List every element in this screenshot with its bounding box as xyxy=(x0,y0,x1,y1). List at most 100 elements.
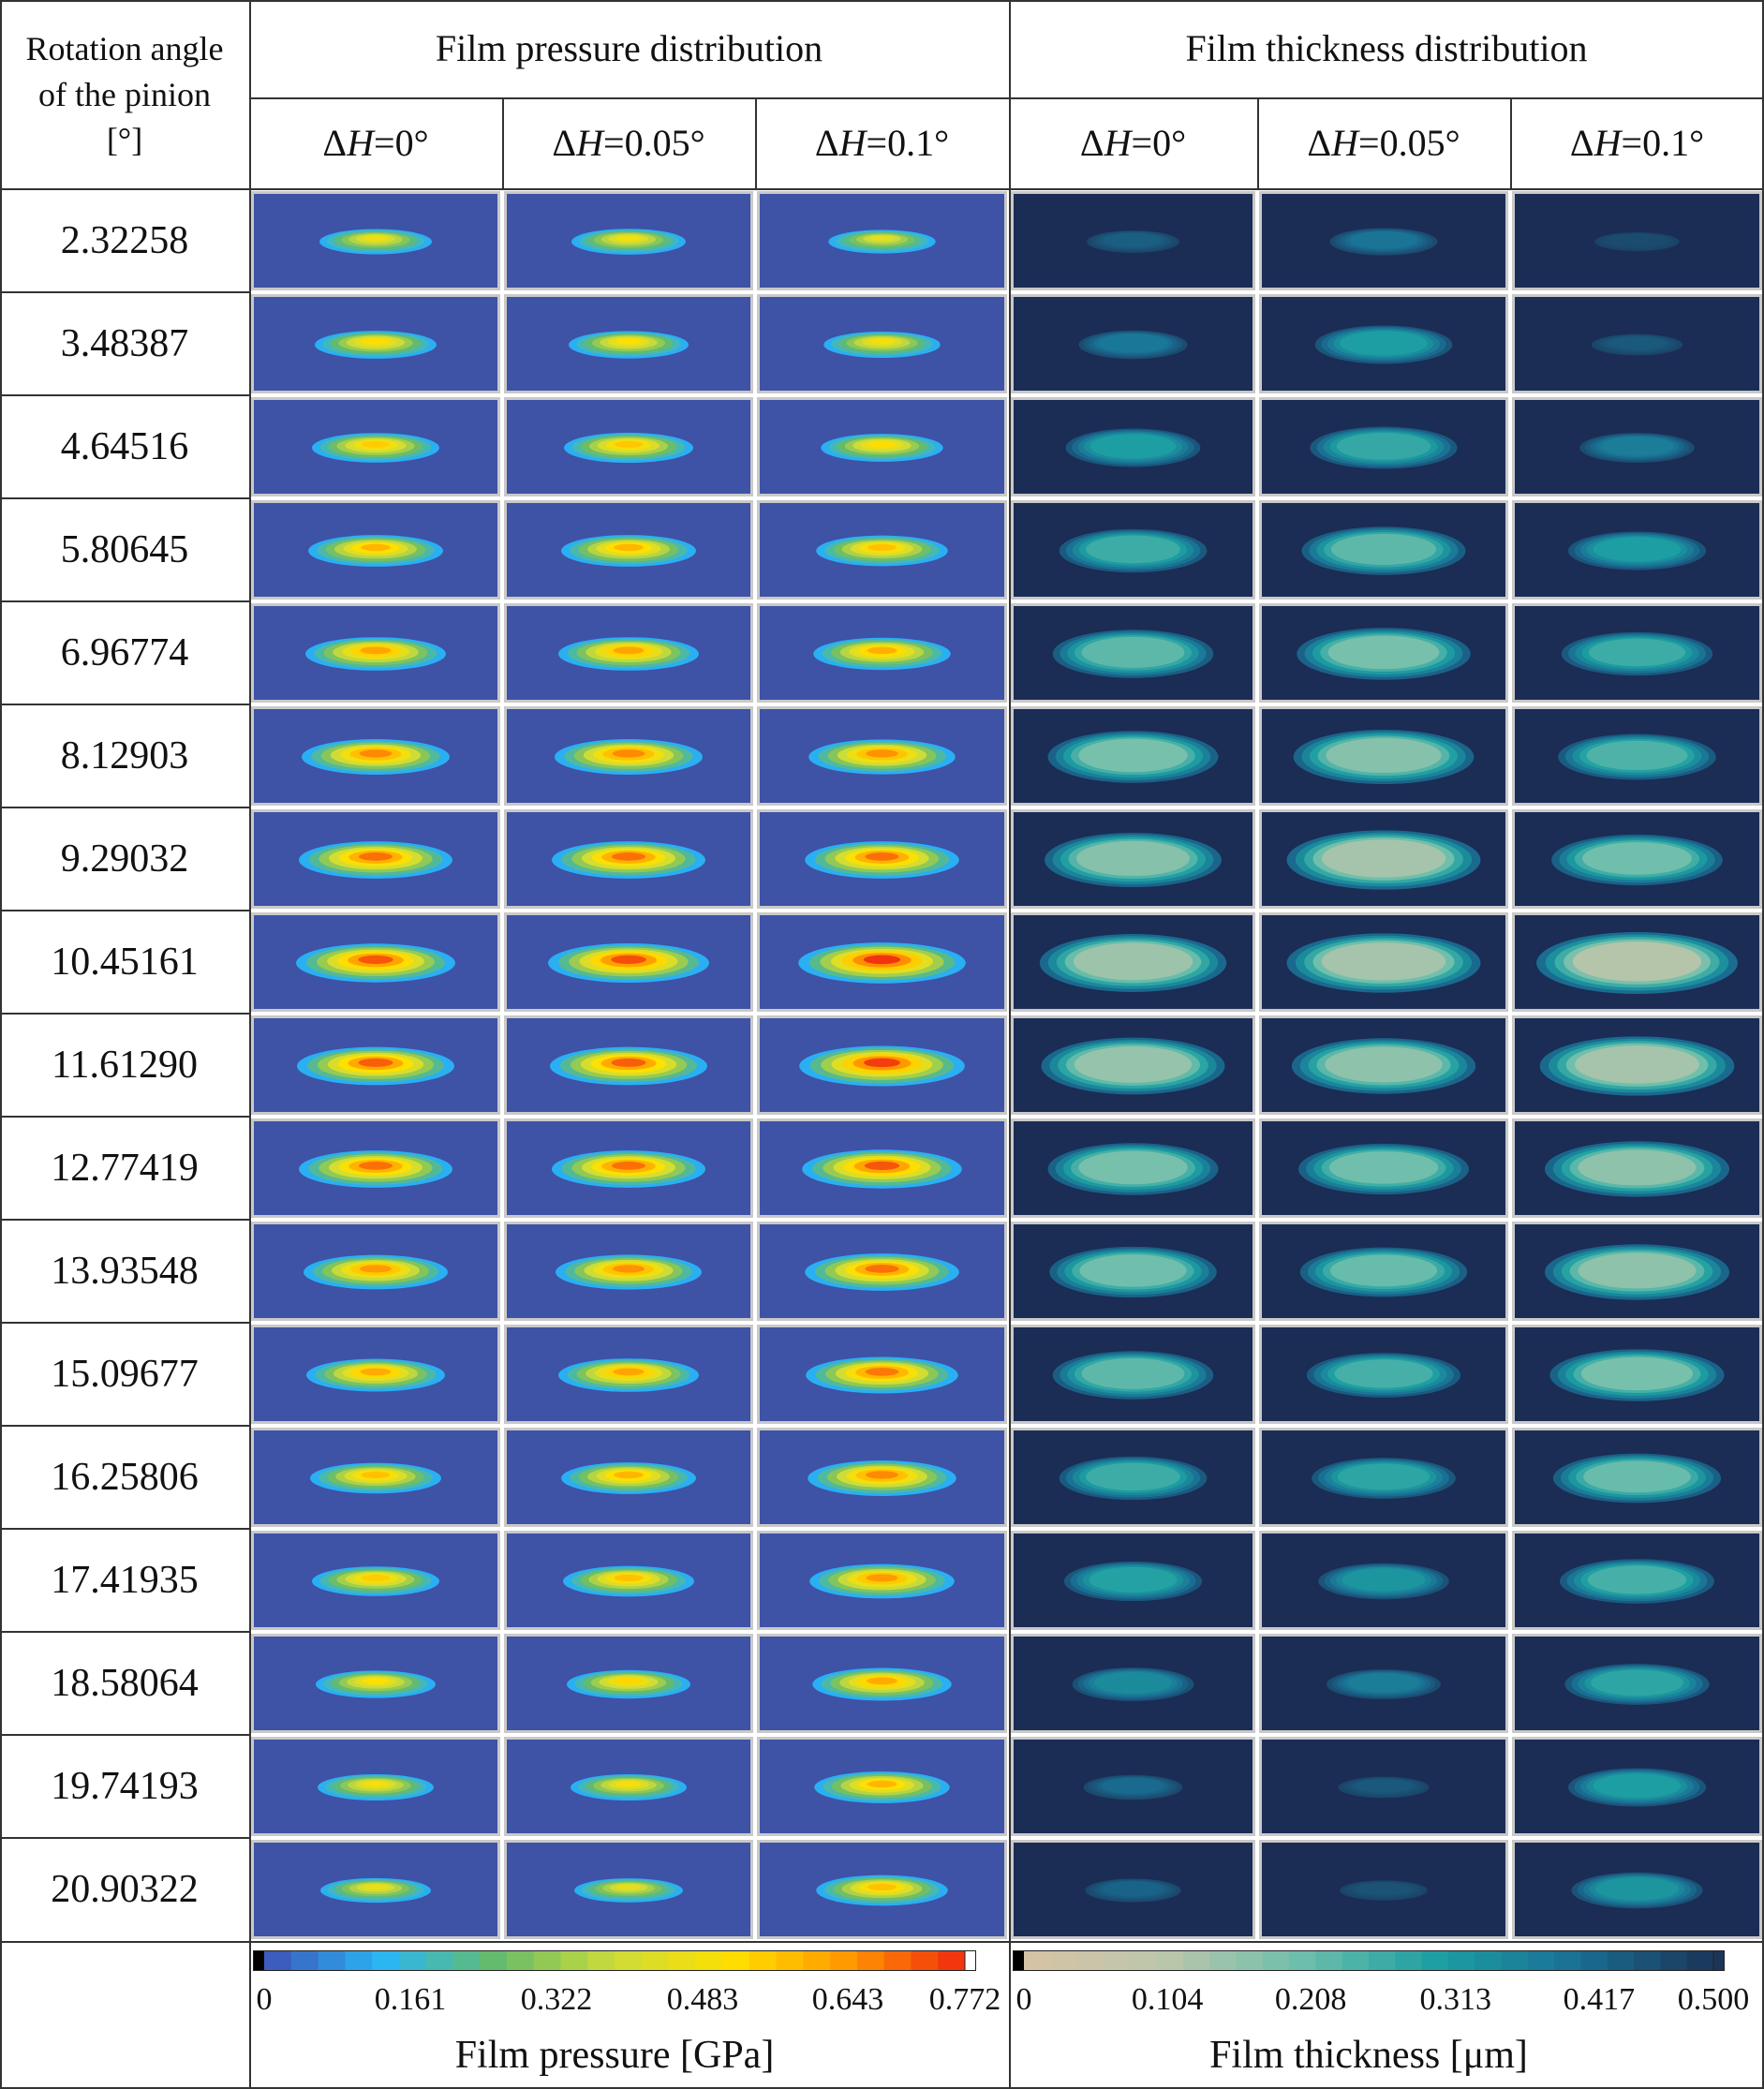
colorbar-segment xyxy=(1501,1950,1529,1971)
pressure-map-cell xyxy=(757,191,1007,290)
colorbar-segment xyxy=(1527,1950,1555,1971)
grid-line xyxy=(1257,97,1259,189)
colorbar-segment xyxy=(1660,1950,1688,1971)
pressure-map-cell xyxy=(757,1325,1007,1424)
thickness-contour xyxy=(1515,812,1759,906)
pressure-contour-level xyxy=(868,338,896,345)
thickness-contour-level xyxy=(1581,842,1693,875)
colorbar-segment xyxy=(1554,1950,1582,1971)
pressure-contour xyxy=(507,1327,750,1421)
pressure-map-cell xyxy=(757,1531,1007,1630)
thickness-contour xyxy=(1014,1740,1253,1833)
thickness-contour-level xyxy=(1086,1462,1180,1491)
thickness-map-cell xyxy=(1259,294,1508,393)
pressure-colorbar-tick-label: 0.322 xyxy=(520,1982,593,2017)
rotation-angle-label: 10.45161 xyxy=(51,941,199,984)
thickness-contour xyxy=(1014,606,1253,700)
pressure-contour-level xyxy=(611,955,646,965)
thickness-contour xyxy=(1014,1224,1253,1318)
pressure-contour-level xyxy=(362,338,390,345)
pressure-map-cell xyxy=(251,1840,500,1939)
thickness-colorbar-tick-label: 0.417 xyxy=(1563,1982,1636,2017)
rotation-angle-label: 11.61290 xyxy=(52,1044,198,1087)
grid-line xyxy=(1009,0,1011,2089)
pressure-contour-level xyxy=(867,1883,897,1890)
pressure-contour-level xyxy=(612,1265,645,1273)
thickness-contour xyxy=(1515,1018,1759,1112)
pressure-map-cell xyxy=(504,1737,753,1836)
rotation-angle-header: Rotation angle of the pinion [°] xyxy=(25,30,224,159)
thickness-contour xyxy=(1515,1843,1759,1936)
colorbar-segment xyxy=(1236,1950,1264,1971)
grid-line xyxy=(0,910,249,911)
thickness-map-cell xyxy=(1011,1737,1255,1836)
thickness-contour xyxy=(1014,915,1253,1009)
grid-line xyxy=(0,188,1764,190)
colorbar-segment xyxy=(1103,1950,1131,1971)
pressure-contour xyxy=(507,1018,750,1112)
rotation-angle-label: 15.09677 xyxy=(51,1353,199,1396)
pressure-contour xyxy=(760,1224,1004,1318)
pressure-map-cell xyxy=(504,1840,753,1939)
pressure-map-cell xyxy=(504,1428,753,1527)
pressure-contour-level xyxy=(864,1058,900,1068)
colorbar-segment xyxy=(1130,1950,1158,1971)
colorbar-segment xyxy=(938,1950,966,1971)
pressure-contour xyxy=(254,1430,497,1524)
thickness-contour xyxy=(1515,1740,1759,1833)
colorbar-segment xyxy=(776,1950,804,1971)
thickness-contour xyxy=(1515,194,1759,288)
pressure-contour-level xyxy=(866,749,898,758)
colorbar-segment xyxy=(1686,1950,1714,1971)
pressure-colorbar-tick-label: 0.772 xyxy=(928,1982,1001,2017)
thickness-contour-level xyxy=(1081,1357,1185,1389)
grid-line xyxy=(1510,97,1512,189)
thickness-contour-level xyxy=(1575,1045,1699,1084)
thickness-contour xyxy=(1515,606,1759,700)
pressure-contour xyxy=(507,194,750,288)
pressure-contour-level xyxy=(615,235,642,242)
thickness-map-cell xyxy=(1011,912,1255,1012)
pressure-contour xyxy=(760,1637,1004,1730)
thickness-map-cell xyxy=(1011,1428,1255,1527)
thickness-map-cell xyxy=(1011,706,1255,806)
pressure-contour-level xyxy=(615,1678,643,1684)
pressure-contour xyxy=(507,1533,750,1627)
pressure-contour xyxy=(760,1121,1004,1215)
thickness-map-cell xyxy=(1259,706,1508,806)
pressure-map-cell xyxy=(251,1737,500,1836)
thickness-contour xyxy=(1262,1637,1505,1730)
pressure-map-cell xyxy=(251,1428,500,1527)
pressure-contour-level xyxy=(865,1368,899,1376)
pressure-contour-level xyxy=(360,1265,392,1273)
thickness-contour xyxy=(1014,1843,1253,1936)
pressure-contour-level xyxy=(867,1677,897,1685)
thickness-map-cell xyxy=(1011,397,1255,496)
thickness-contour-level xyxy=(1073,942,1193,981)
pressure-contour xyxy=(760,1740,1004,1833)
thickness-map-cell xyxy=(1011,191,1255,290)
delta-h-header: Δ H =0° xyxy=(322,122,429,164)
thickness-map-cell xyxy=(1512,1428,1762,1527)
pressure-contour xyxy=(507,812,750,906)
colorbar-min-marker xyxy=(1013,1950,1024,1971)
thickness-contour-level xyxy=(1325,1046,1443,1083)
pressure-map-cell xyxy=(757,1015,1007,1115)
colorbar-segment xyxy=(587,1950,615,1971)
pressure-colorbar xyxy=(253,1950,976,1971)
pressure-colorbar-title: Film pressure [GPa] xyxy=(454,2034,775,2077)
colorbar-segment xyxy=(1395,1950,1423,1971)
pressure-map-cell xyxy=(504,1119,753,1218)
thickness-map-cell xyxy=(1259,500,1508,600)
rotation-angle-label: 5.80645 xyxy=(60,528,189,571)
pressure-map-cell xyxy=(251,809,500,909)
colorbar-segment xyxy=(803,1950,831,1971)
pressure-contour xyxy=(760,1843,1004,1936)
pressure-contour-level xyxy=(358,1058,393,1067)
pressure-colorbar-tick-label: 0.483 xyxy=(666,1982,739,2017)
pressure-contour-level xyxy=(358,1162,393,1170)
thickness-contour-level xyxy=(1328,1151,1439,1184)
thickness-contour-level xyxy=(1608,336,1667,350)
thickness-map-cell xyxy=(1259,809,1508,909)
